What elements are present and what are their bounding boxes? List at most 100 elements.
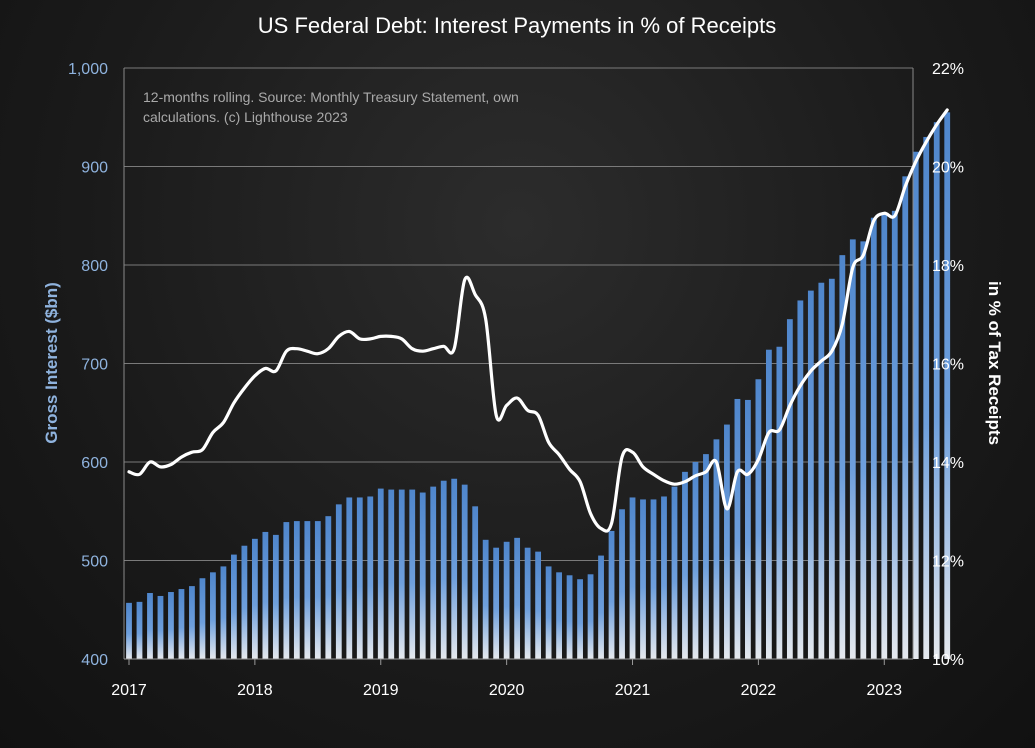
bar [797,300,804,659]
bar [189,586,195,659]
right-tick-label: 12% [932,554,964,571]
right-tick-label: 18% [932,258,964,275]
bar [923,136,930,659]
bar [828,278,835,659]
bar [745,399,751,659]
bar [671,486,678,659]
bar [210,572,216,659]
right-tick-label: 20% [932,160,964,177]
bar [409,489,416,659]
bar [147,593,153,659]
bar [692,462,699,659]
bar [377,488,384,659]
left-tick-label: 1,000 [68,61,108,78]
bar [178,589,185,659]
bar [199,578,206,659]
bar [220,566,227,659]
bar [251,538,258,659]
x-tick-label: 2017 [111,682,147,699]
bar [272,534,279,659]
bar [849,239,856,659]
x-axis-ticks: 2017 2018 2019 2020 2021 2022 2023 [111,659,902,699]
bar [724,424,730,659]
bar [933,122,940,660]
x-tick-label: 2019 [363,682,399,699]
x-tick-label: 2022 [741,682,777,699]
bar [168,592,174,659]
bar [661,496,667,659]
bar [388,489,395,659]
right-tick-label: 16% [932,357,964,374]
bar [682,471,688,659]
x-tick-label: 2018 [237,682,273,699]
source-note-line-1: 12-months rolling. Source: Monthly Treas… [143,89,519,105]
left-tick-label: 500 [81,554,108,571]
bar [629,497,636,659]
bar [870,217,877,659]
bar [860,241,867,660]
bar [482,539,489,659]
bar [912,151,919,659]
x-tick-label: 2020 [489,682,525,699]
bar [556,572,562,659]
left-tick-label: 900 [81,160,108,177]
bar [136,601,143,659]
bar [734,398,741,659]
bar [398,489,405,659]
bar [566,575,573,659]
bar [703,454,709,659]
bar [881,213,888,659]
bar [807,290,814,659]
bar [356,497,363,659]
bar [440,480,447,659]
bar [493,547,500,659]
right-tick-label: 22% [932,61,964,78]
bar [577,579,583,659]
left-tick-label: 600 [81,455,108,472]
bar [430,486,437,659]
bar [293,521,300,659]
bar [608,530,615,659]
bar [713,439,720,659]
bar [587,574,594,659]
left-tick-label: 400 [81,652,108,669]
left-tick-label: 800 [81,258,108,275]
bar [472,506,479,659]
bar [314,521,321,659]
x-tick-label: 2021 [615,682,651,699]
bar [598,555,604,659]
bar [514,537,521,659]
bar [818,282,825,659]
bar [304,521,311,659]
right-axis-ticks: 10% 12% 14% 16% 18% 20% 22% [932,61,964,669]
bar [231,554,237,659]
bar [524,547,531,659]
bar [335,504,342,659]
right-tick-label: 10% [932,652,964,669]
bar [891,210,898,659]
x-tick-label: 2023 [866,682,902,699]
bar [346,497,353,659]
bar [157,595,164,659]
bar [765,349,772,659]
bar [451,478,458,659]
bar [535,551,542,659]
bar [619,509,625,659]
source-note-line-2: calculations. (c) Lighthouse 2023 [143,109,348,125]
left-axis-label: Gross Interest ($bn) [42,282,61,444]
bar [503,541,510,659]
bar [776,346,783,659]
bar-series [126,112,951,660]
ratio-line [127,108,949,533]
bar [640,499,646,659]
bar [241,545,248,659]
bar [944,112,951,659]
bar [839,255,846,659]
bar [262,531,269,659]
bar [650,499,657,659]
right-tick-label: 14% [932,455,964,472]
bar [325,516,332,659]
chart-title: US Federal Debt: Interest Payments in % … [258,13,776,38]
bar [545,566,552,659]
